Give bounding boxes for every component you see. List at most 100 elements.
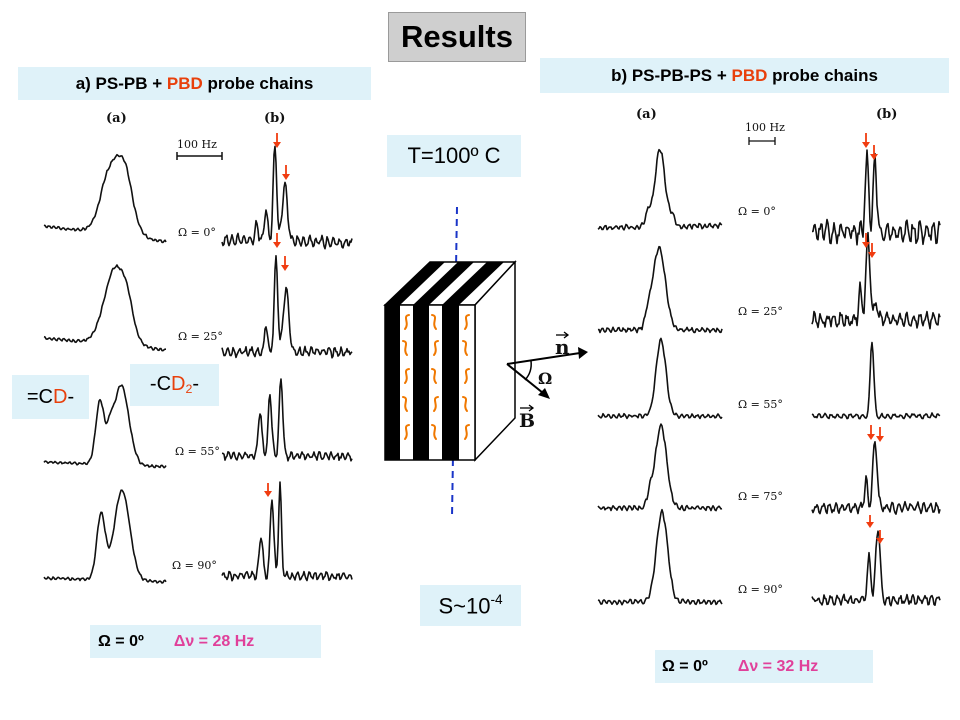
scale-bar [748, 137, 776, 145]
angle-label: Ω = 55° [738, 398, 783, 411]
spectrum-trace [597, 245, 723, 334]
spectrum-trace [43, 384, 167, 469]
red-arrow-icon [867, 425, 875, 440]
red-arrow-icon [868, 243, 876, 258]
spectrum-trace [597, 337, 723, 420]
spectrum-trace [221, 145, 353, 250]
red-arrow-icon [862, 133, 870, 148]
field-label: B [519, 410, 535, 432]
field-vector [506, 363, 550, 399]
chain-squiggle [404, 424, 410, 440]
chain-squiggle [464, 314, 470, 330]
spectrum-trace [43, 153, 167, 244]
angle-label: Ω = 90° [172, 559, 217, 572]
group-cd2-atom: D [171, 373, 186, 396]
red-arrow-icon [862, 233, 870, 248]
scale-bar [176, 152, 223, 160]
chain-squiggle [464, 424, 470, 440]
red-arrow-icon [876, 530, 884, 544]
spectrum-trace [811, 341, 941, 420]
red-arrow-icon [273, 233, 281, 248]
angle-label: Ω = 25° [738, 305, 783, 318]
red-arrow-icon [273, 133, 281, 148]
spectrum-trace [811, 530, 941, 607]
chain-squiggle [402, 340, 408, 356]
group-cd-text: =CD- [27, 386, 74, 409]
lamellae-diagram: n Ω B [383, 206, 588, 518]
column-a-label: (a) [106, 111, 127, 126]
angle-label: Ω = 55° [175, 445, 220, 458]
panel-a-result-text: Ω = 0º Δν = 28 Hz [98, 633, 254, 651]
group-cd2-post: - [192, 373, 200, 396]
panel-b-label-text: b) PS-PB-PS + PBD probe chains [611, 66, 878, 86]
angle-symbol: Ω [538, 369, 552, 388]
spectrum-trace [221, 378, 353, 462]
chain-squiggle [402, 396, 408, 412]
spectrum-trace [811, 231, 941, 330]
label-prefix: a) PS-PB + [75, 73, 167, 93]
group-cd2-pre: -C [149, 373, 172, 396]
label-prefix: b) PS-PB-PS + [611, 65, 732, 85]
scale-bar-label: 100 Hz [177, 138, 217, 151]
red-arrow-icon [866, 515, 874, 528]
normal-arrow-icon [556, 331, 570, 339]
spectrum-trace [43, 489, 167, 584]
label-suffix: probe chains [767, 65, 878, 85]
red-arrow-icon [870, 145, 878, 160]
spectrum-trace [597, 148, 723, 231]
angle-label: Ω = 0° [178, 226, 216, 239]
chain-squiggle [462, 396, 468, 412]
result-omega: Ω = 0º [662, 657, 708, 675]
label-suffix: probe chains [202, 73, 314, 93]
nmr-spectra [43, 145, 941, 607]
column-a-label: (a) [636, 107, 657, 122]
field-arrow-icon [520, 404, 535, 412]
result-omega: Ω = 0º [98, 632, 144, 650]
result-splitting: Δν = 32 Hz [737, 657, 819, 675]
group-cd-pre: =C [26, 385, 53, 408]
panel-a-label: a) PS-PB + PBD probe chains [18, 67, 371, 100]
group-cd2-label: -CD2- [130, 364, 219, 406]
spectra-panel-b: (a) (b) 100 Hz Ω = 0° Ω = 25° Ω = 55° Ω … [636, 107, 897, 596]
spectrum-trace [597, 508, 723, 606]
chain-squiggle [464, 368, 470, 384]
group-cd2-text: -CD2- [150, 373, 199, 396]
order-parameter-label: S~10-4 [420, 585, 521, 626]
spectra-panel-a: (a) (b) 100 Hz Ω = 0° Ω = 25° Ω = 55° Ω … [106, 111, 285, 572]
panel-b-label: b) PS-PB-PS + PBD probe chains [540, 58, 949, 93]
spectrum-trace [812, 149, 941, 246]
chain-squiggle [431, 314, 437, 330]
angle-label: Ω = 90° [738, 583, 783, 596]
panel-b-result: Ω = 0º Δν = 32 Hz [655, 650, 873, 683]
chain-squiggle [433, 340, 439, 356]
order-parameter-base: S~10 [438, 593, 491, 619]
label-highlight: PBD [731, 65, 768, 85]
order-parameter-exponent: -4 [490, 591, 503, 607]
panel-a-label-text: a) PS-PB + PBD probe chains [76, 74, 314, 94]
group-cd-label: =CD- [12, 375, 89, 419]
red-arrow-icon [876, 427, 884, 442]
group-cd-post: - [67, 385, 75, 408]
angle-arc [524, 360, 532, 381]
column-b-label: (b) [264, 111, 285, 126]
spectrum-trace [221, 481, 353, 582]
page-title-text: Results [401, 19, 513, 54]
order-parameter-text: S~10-4 [438, 592, 502, 620]
group-cd-atom: D [53, 385, 68, 408]
chain-squiggle [404, 314, 410, 330]
spectrum-trace [597, 423, 723, 512]
chain-squiggle [404, 368, 410, 384]
director-line [451, 206, 458, 518]
chain-squiggle [462, 340, 468, 356]
panel-a-result: Ω = 0º Δν = 28 Hz [90, 625, 321, 658]
spectrum-trace [221, 255, 353, 359]
temperature-label: T=100º C [387, 135, 521, 177]
red-arrow-icon [264, 483, 272, 497]
chain-squiggle [431, 368, 437, 384]
chain-squiggle [431, 424, 437, 440]
normal-vector [506, 347, 588, 365]
scale-bar-label: 100 Hz [745, 121, 785, 134]
label-highlight: PBD [166, 73, 203, 93]
